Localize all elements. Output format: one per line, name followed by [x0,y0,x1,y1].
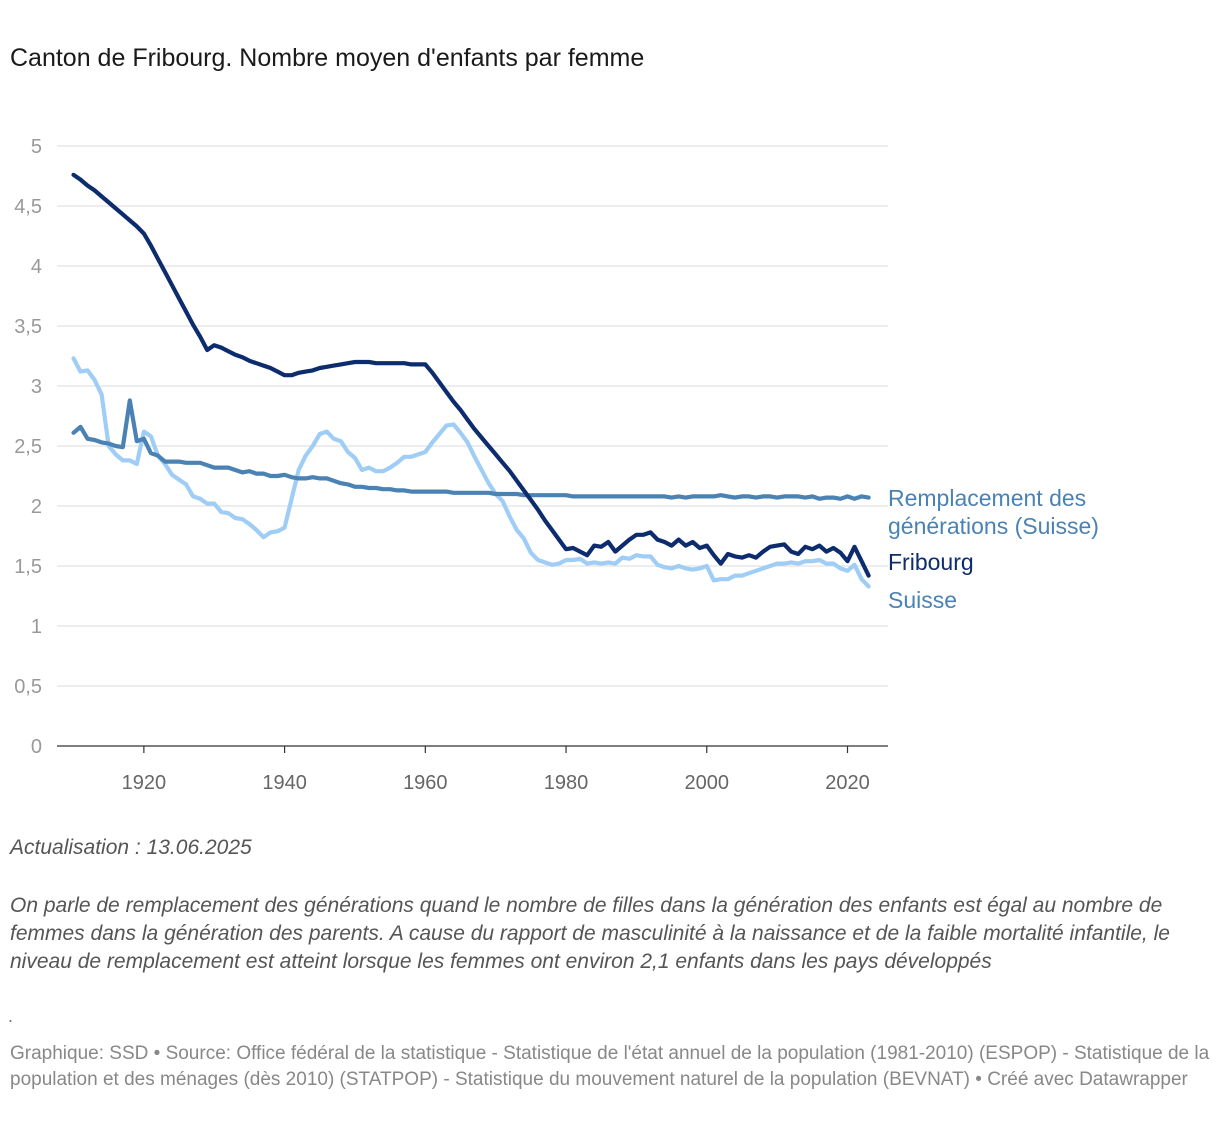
y-tick-label: 1,5 [14,556,42,578]
y-tick-label: 0 [31,736,42,758]
y-tick-label: 2,5 [14,436,42,458]
legend-label: Fribourg [888,549,974,575]
x-axis-ticks: 1920 1940 1960 1980 2000 2020 [57,745,888,794]
x-tick-label: 2000 [685,772,730,794]
series-line-fribourg [71,172,871,578]
legend: Suisse Remplacement des générations (Suiss… [888,485,1099,613]
y-axis-ticks: 0 0,5 1 1,5 2 2,5 3 3,5 4 4,5 5 [14,136,42,758]
x-tick-label: 1980 [544,772,589,794]
line-chart: 0 0,5 1 1,5 2 2,5 3 3,5 4 4,5 5 1920 1940 1960 1980 20… [14,136,1099,794]
y-tick-label: 2 [31,496,42,518]
series-line-remplacement-des-g-n-rations-suisse [71,398,871,501]
note-dot: . [8,1006,14,1026]
x-tick-label: 1920 [122,772,167,794]
update-date: Actualisation : 13.06.2025 [10,836,252,859]
series-lines [71,172,871,589]
y-tick-label: 4 [31,256,42,278]
x-tick-label: 1960 [403,772,448,794]
y-tick-label: 3,5 [14,316,42,338]
chart-title: Canton de Fribourg. Nombre moyen d'enfan… [10,44,645,72]
x-tick-label: 2020 [825,772,870,794]
y-tick-label: 4,5 [14,196,42,218]
legend-label: Remplacement des générations (Suisse) [888,485,1099,539]
y-tick-label: 1 [31,616,42,638]
legend-label: Suisse [888,587,957,613]
chart-note: On parle de remplacement des générations… [10,894,1170,973]
source-footer: Graphique: SSD • Source: Office fédéral … [10,1043,1210,1090]
x-tick-label: 1940 [262,772,307,794]
series-line-suisse [71,356,871,589]
y-tick-label: 3 [31,376,42,398]
y-tick-label: 0,5 [14,676,42,698]
grid-lines [57,145,888,687]
y-tick-label: 5 [31,136,42,158]
